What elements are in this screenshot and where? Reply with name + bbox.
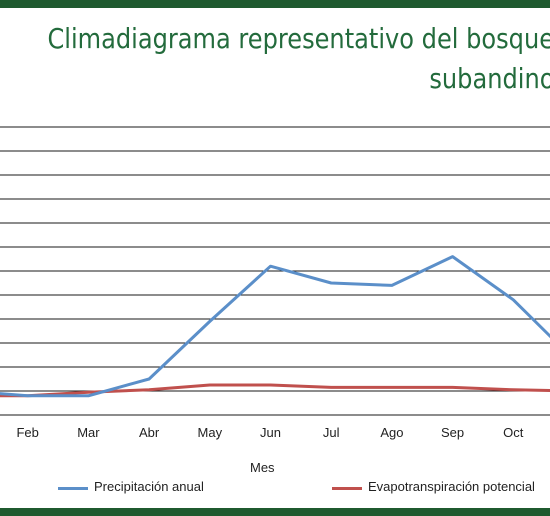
x-tick-label: Abr bbox=[139, 425, 160, 440]
series-lines bbox=[0, 255, 550, 398]
top-frame-bar bbox=[0, 0, 550, 8]
chart-title-line-1: Climadiagrama representativo del bosque bbox=[47, 22, 550, 55]
x-tick-label: Jul bbox=[323, 425, 340, 440]
legend-swatch-evapotranspiracion bbox=[332, 487, 362, 490]
x-tick-label: Oct bbox=[503, 425, 524, 440]
x-axis-label: Mes bbox=[250, 460, 275, 475]
gridlines bbox=[0, 126, 550, 416]
series-line-precipitacion bbox=[0, 255, 550, 398]
legend-swatch-precipitacion bbox=[58, 487, 88, 490]
x-tick-label: Feb bbox=[16, 425, 38, 440]
legend-label-evapotranspiracion: Evapotranspiración potencial bbox=[368, 479, 535, 494]
x-tick-label: Ago bbox=[380, 425, 403, 440]
x-tick-label: May bbox=[198, 425, 223, 440]
chart-title-line-2: subandino bbox=[428, 62, 550, 95]
bottom-frame-bar bbox=[0, 508, 550, 516]
x-tick-label: Sep bbox=[441, 425, 464, 440]
legend-label-precipitacion: Precipitación anual bbox=[94, 479, 204, 494]
x-tick-labels: Feb Mar Abr May Jun Jul Ago Sep Oct bbox=[16, 425, 523, 440]
series-line-evapotranspiracion bbox=[0, 383, 550, 398]
x-tick-label: Mar bbox=[77, 425, 100, 440]
x-tick-label: Jun bbox=[260, 425, 281, 440]
